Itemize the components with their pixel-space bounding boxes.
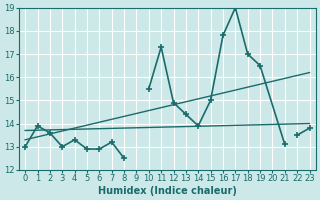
X-axis label: Humidex (Indice chaleur): Humidex (Indice chaleur) (98, 186, 237, 196)
